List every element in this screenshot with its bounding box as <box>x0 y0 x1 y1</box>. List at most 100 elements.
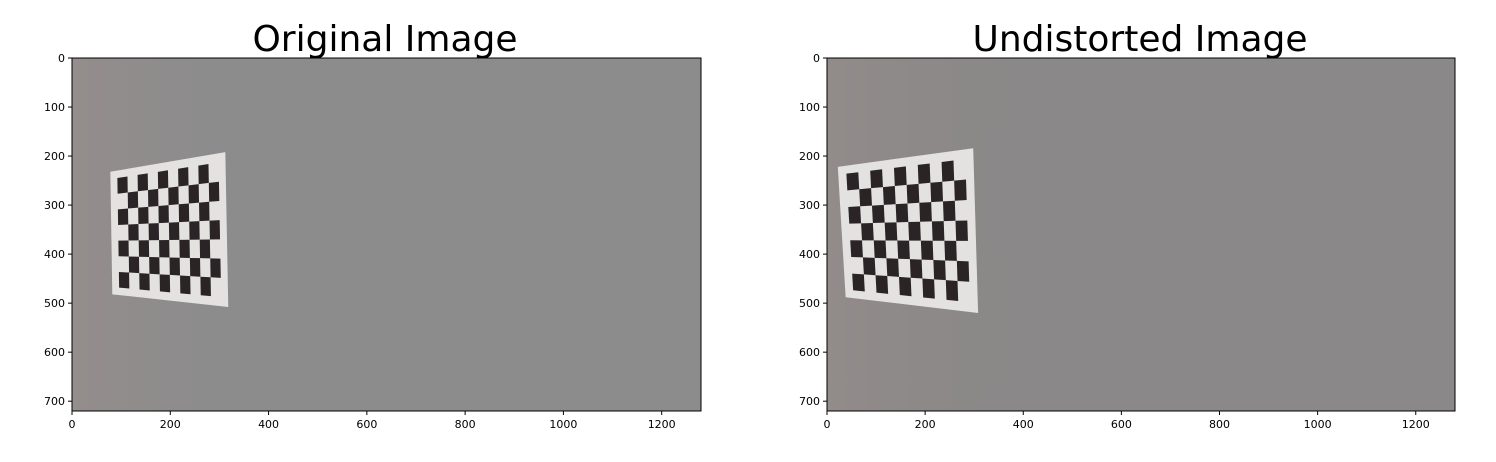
checker-square <box>189 184 199 203</box>
checker-square <box>933 260 945 280</box>
checker-square <box>149 257 159 274</box>
checker-square <box>896 203 909 222</box>
checker-square <box>944 241 956 261</box>
checker-square <box>138 207 148 224</box>
y-tick-label: 500 <box>799 297 820 310</box>
y-tick-label: 100 <box>44 101 65 114</box>
y-tick-label: 300 <box>44 199 65 212</box>
checker-square <box>128 191 138 208</box>
checker-square <box>128 224 138 240</box>
checker-square <box>210 258 221 277</box>
checker-square <box>876 275 889 294</box>
checker-square <box>200 277 211 296</box>
checker-square <box>897 241 910 260</box>
checker-square <box>179 240 189 258</box>
checker-square <box>158 170 168 189</box>
y-tick-label: 600 <box>799 346 820 359</box>
y-tick-label: 300 <box>799 199 820 212</box>
checker-square <box>190 258 201 277</box>
checker-square <box>870 169 883 188</box>
checker-square <box>148 189 158 207</box>
x-tick-label: 400 <box>1013 418 1034 431</box>
checker-square <box>907 184 920 204</box>
checker-square <box>861 223 874 240</box>
x-tick-label: 800 <box>1209 418 1230 431</box>
checker-square <box>159 240 169 257</box>
checker-square <box>170 257 180 275</box>
checker-square <box>118 241 128 257</box>
x-axis: 0 200 400 600 800 1000 1200 <box>824 411 1430 431</box>
subplot-original: Original Image 0 200 400 600 800 1000 1200 0 10… <box>44 19 701 431</box>
checker-square <box>910 259 923 278</box>
x-axis: 0 200 400 600 800 1000 1200 <box>69 411 676 431</box>
checker-square <box>138 173 148 191</box>
x-tick-label: 200 <box>915 418 936 431</box>
checker-square <box>852 274 865 292</box>
checker-square <box>168 187 178 206</box>
y-tick-label: 500 <box>44 297 65 310</box>
x-tick-label: 1000 <box>549 418 577 431</box>
checker-square <box>918 163 931 183</box>
checker-square <box>942 161 955 182</box>
x-tick-label: 600 <box>356 418 377 431</box>
y-axis: 0 100 200 300 400 500 600 700 <box>44 52 72 408</box>
checker-square <box>930 182 943 202</box>
checker-square <box>919 202 932 222</box>
checker-square <box>119 272 129 289</box>
checker-square <box>886 258 899 277</box>
checker-square <box>863 257 876 275</box>
checker-square <box>846 172 859 190</box>
y-tick-label: 600 <box>44 346 65 359</box>
checker-square <box>956 220 968 240</box>
x-tick-label: 1200 <box>648 418 676 431</box>
checker-square <box>178 167 188 186</box>
checker-square <box>883 186 896 205</box>
y-tick-label: 100 <box>799 101 820 114</box>
checker-square <box>169 222 179 240</box>
checker-square <box>850 240 863 257</box>
checker-square <box>899 277 912 296</box>
x-tick-label: 400 <box>258 418 279 431</box>
checkerboard <box>838 148 978 313</box>
checker-square <box>180 276 191 295</box>
subplot-undistorted: Undistorted Image 0 200 400 600 800 1000 1200 … <box>799 19 1455 431</box>
checker-square <box>894 166 907 186</box>
checker-square <box>160 274 170 292</box>
checker-square <box>179 203 189 222</box>
y-tick-label: 0 <box>58 52 65 65</box>
checker-square <box>139 273 149 290</box>
checker-square <box>922 279 934 299</box>
x-tick-label: 0 <box>69 418 76 431</box>
checker-square <box>117 176 127 193</box>
checker-square <box>158 205 168 223</box>
checker-square <box>908 222 921 241</box>
y-tick-label: 200 <box>799 150 820 163</box>
checker-square <box>848 206 861 223</box>
x-tick-label: 800 <box>455 418 476 431</box>
checker-square <box>946 280 958 301</box>
checker-square <box>872 205 885 223</box>
y-tick-label: 700 <box>799 395 820 408</box>
x-tick-label: 600 <box>1111 418 1132 431</box>
checker-square <box>209 182 219 202</box>
y-tick-label: 400 <box>799 248 820 261</box>
y-axis: 0 100 200 300 400 500 600 700 <box>799 52 827 408</box>
x-tick-label: 0 <box>824 418 831 431</box>
checker-square <box>149 223 159 240</box>
checker-square <box>859 188 872 206</box>
checker-square <box>129 257 139 274</box>
checker-square <box>957 261 969 282</box>
checkerboard <box>110 152 228 307</box>
y-tick-label: 700 <box>44 395 65 408</box>
checker-square <box>200 240 211 259</box>
x-tick-label: 1200 <box>1402 418 1430 431</box>
subplot-title: Undistorted Image <box>972 19 1307 60</box>
checker-square <box>932 221 945 241</box>
y-tick-label: 200 <box>44 150 65 163</box>
subplot-title: Original Image <box>252 19 517 60</box>
checker-square <box>921 241 934 260</box>
y-tick-label: 400 <box>44 248 65 261</box>
checker-square <box>874 240 887 258</box>
checker-square <box>118 209 128 225</box>
